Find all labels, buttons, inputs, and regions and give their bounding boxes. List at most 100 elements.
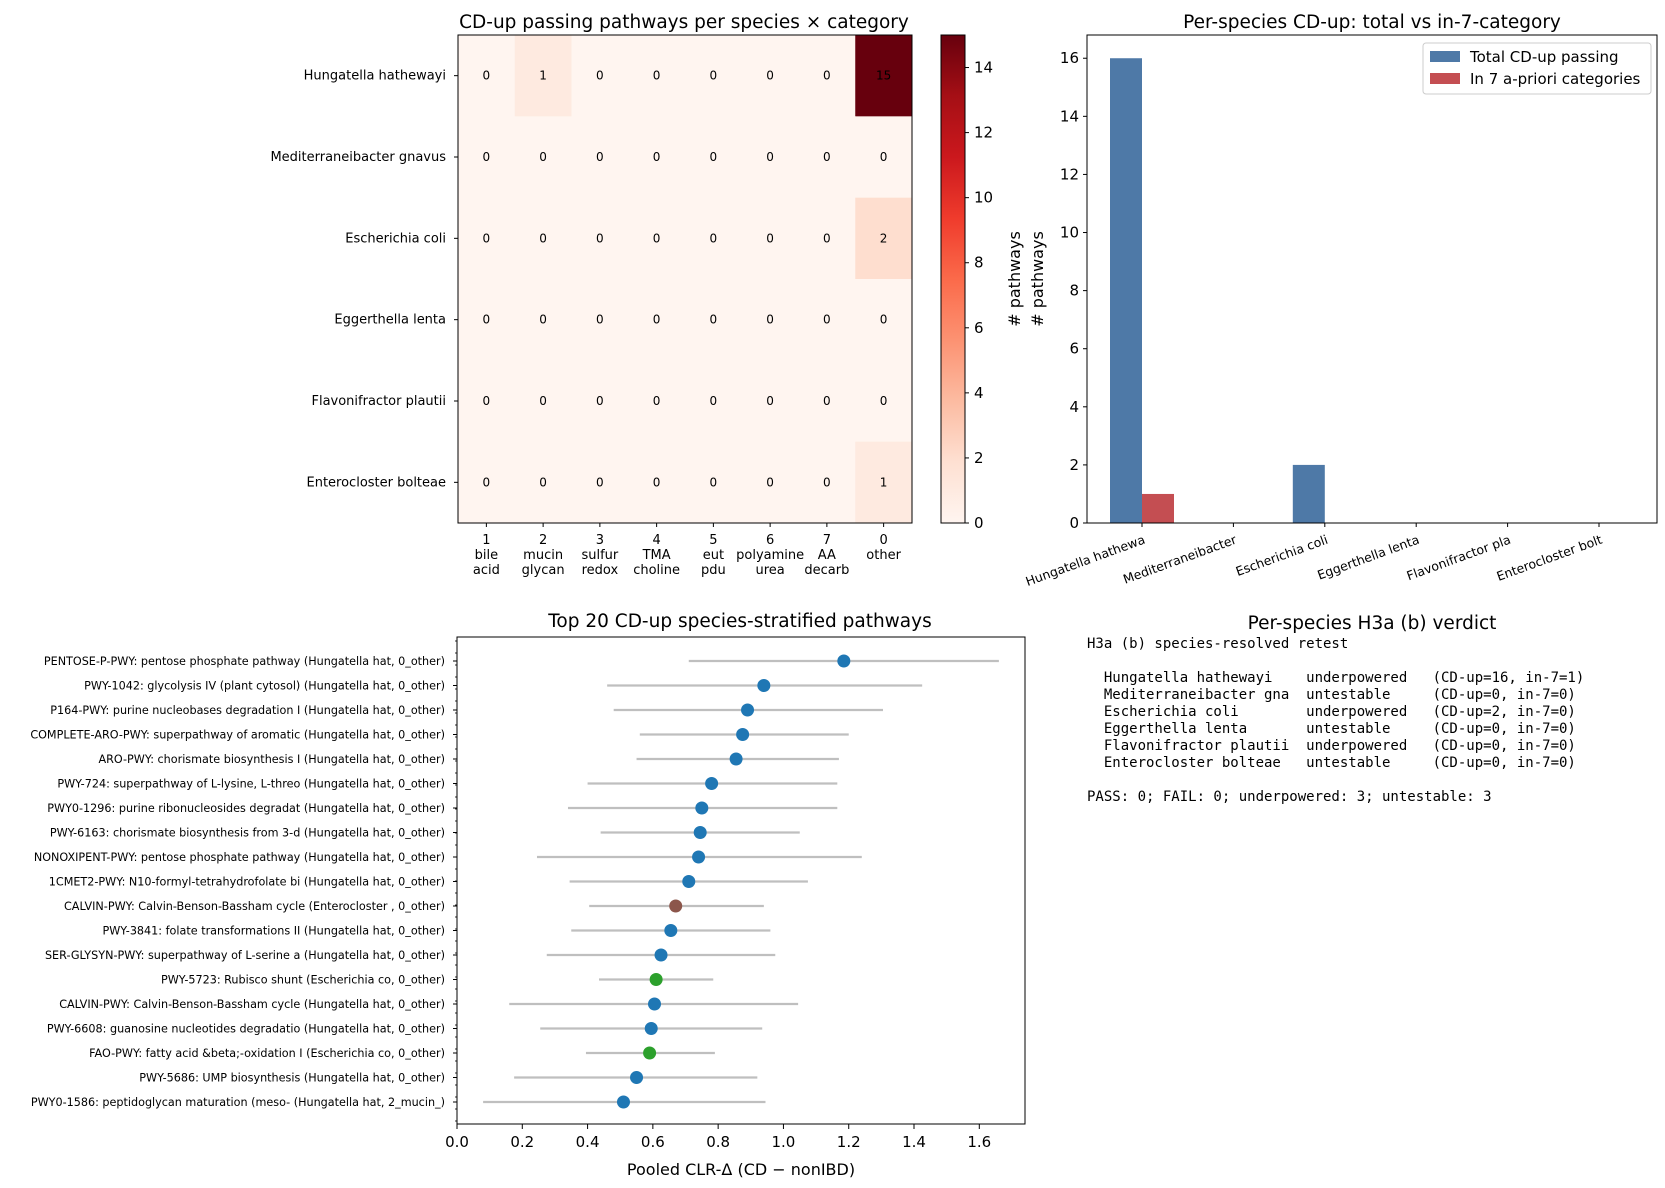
heatmap-col-label: glycan xyxy=(522,563,565,578)
heatmap-cell xyxy=(685,35,743,117)
heatmap-cell xyxy=(514,279,572,361)
forest-row-label: PWY-724: superpathway of L-lysine, L-thr… xyxy=(57,778,445,791)
heatmap-cell xyxy=(514,441,572,524)
heatmap-cell xyxy=(514,35,572,117)
heatmap-cell xyxy=(798,360,856,443)
heatmap-cell xyxy=(798,116,856,199)
forest-row-label: PWY-5723: Rubisco shunt (Escherichia co,… xyxy=(161,974,445,987)
heatmap-cell-value: 0 xyxy=(483,313,491,327)
heatmap-col-label: AA xyxy=(818,548,836,563)
heatmap-cell-value: 0 xyxy=(653,475,661,489)
effect-point xyxy=(616,1095,630,1109)
verdict-panel: Per-species H3a (b) verdict H3a (b) spec… xyxy=(1087,613,1584,805)
heatmap-cell xyxy=(798,197,856,280)
forest-row-labels: PENTOSE-P-PWY: pentose phosphate pathway… xyxy=(30,640,457,1122)
effect-point xyxy=(692,850,706,864)
heatmap-cell-value: 0 xyxy=(539,313,547,327)
heatmap-cell-value: 0 xyxy=(766,231,774,245)
heatmap-cell xyxy=(855,35,913,117)
heatmap-cell xyxy=(571,360,629,443)
heatmap-cell xyxy=(458,35,516,117)
verdict-line: Escherichia coli underpowered (CD-up=2, … xyxy=(1087,704,1576,720)
verdict-line: H3a (b) species-resolved retest xyxy=(1087,636,1348,652)
effect-point xyxy=(757,679,771,692)
bar-chart-title: Per-species CD-up: total vs in-7-categor… xyxy=(1183,12,1561,33)
forest-x-tick-label: 1.4 xyxy=(902,1133,926,1151)
heatmap-cell-value: 0 xyxy=(766,313,774,327)
bar-y-tick-label: 10 xyxy=(1060,224,1079,242)
forest-row-label: PWY-1042: glycolysis IV (plant cytosol) … xyxy=(84,680,445,693)
forest-title: Top 20 CD-up species-stratified pathways xyxy=(547,611,931,632)
heatmap-cell-value: 0 xyxy=(596,475,604,489)
effect-point xyxy=(705,777,719,790)
effect-point xyxy=(729,752,743,766)
heatmap-cell xyxy=(855,116,913,199)
heatmap-cell-value: 0 xyxy=(653,313,661,327)
heatmap-col-label: acid xyxy=(473,563,500,578)
heatmap-col-label: redox xyxy=(582,563,619,578)
heatmap-cell-value: 0 xyxy=(653,69,661,83)
bar-x-tick-label: Enterocloster bolt xyxy=(1495,532,1605,584)
heatmap-cell-value: 0 xyxy=(596,313,604,327)
heatmap-cell-value: 0 xyxy=(596,150,604,164)
bar-total xyxy=(1110,58,1142,523)
heatmap-cells: 0 1 0 0 0 0 0 15 0 0 0 0 0 0 0 0 0 0 0 0 0 0 0 2 0 0 0 0 0 0 0 0 0 0 0 0 0 0 0… xyxy=(458,35,913,524)
forest-row-label: PENTOSE-P-PWY: pentose phosphate pathway… xyxy=(44,655,445,668)
colorbar-tick-label: 10 xyxy=(974,189,993,207)
bar-y-tick-label: 12 xyxy=(1060,165,1079,183)
colorbar-tick-label: 0 xyxy=(974,514,984,532)
heatmap-cell-value: 0 xyxy=(823,394,831,408)
forest-row-label: PWY0-1586: peptidoglycan maturation (mes… xyxy=(31,1096,445,1109)
bar-y-tick-label: 14 xyxy=(1060,107,1079,125)
forest-plot-frame xyxy=(456,636,1026,1125)
heatmap-cell-value: 0 xyxy=(823,150,831,164)
colorbar-label: # pathways xyxy=(1005,231,1024,327)
bar-total xyxy=(1292,464,1325,523)
heatmap-cell-value: 0 xyxy=(483,475,491,489)
forest-row-label: CALVIN-PWY: Calvin-Benson-Bassham cycle … xyxy=(59,998,445,1011)
heatmap-cell-value: 0 xyxy=(539,394,547,408)
heatmap-cell-value: 0 xyxy=(710,69,718,83)
heatmap-cell-value: 1 xyxy=(539,69,547,83)
forest-x-tick-label: 1.0 xyxy=(772,1133,796,1151)
heatmap-cell-value: 0 xyxy=(710,313,718,327)
heatmap-col-label: 5 xyxy=(709,533,717,548)
legend-swatch-in7 xyxy=(1430,73,1460,84)
bar-legend: Total CD-up passing In 7 a-priori catego… xyxy=(1422,42,1652,95)
forest-panel: Top 20 CD-up species-stratified pathways… xyxy=(30,611,1026,1179)
heatmap-col-label: 3 xyxy=(596,533,604,548)
heatmap-col-label: TMA xyxy=(642,548,671,563)
effect-point xyxy=(630,1071,644,1084)
effect-point xyxy=(669,899,683,913)
verdict-line: Hungatella hathewayi underpowered (CD-up… xyxy=(1087,670,1584,686)
forest-row-label: 1CMET2-PWY: N10-formyl-tetrahydrofolate … xyxy=(49,876,445,889)
bar-x-tick-label: Escherichia coli xyxy=(1234,532,1330,579)
heatmap-cell-value: 0 xyxy=(483,394,491,408)
heatmap-col-label: 0 xyxy=(879,533,887,548)
heatmap-col-label: other xyxy=(866,548,901,563)
heatmap-cell xyxy=(685,441,743,524)
heatmap-cell-value: 0 xyxy=(539,475,547,489)
heatmap-row-labels: Hungatella hathewayi Mediterraneibacter g… xyxy=(270,69,458,490)
bar-y-tick-label: 16 xyxy=(1060,49,1079,67)
heatmap-cell xyxy=(741,35,799,117)
heatmap-cell xyxy=(458,197,516,280)
heatmap-cell-value: 0 xyxy=(539,150,547,164)
heatmap-cell xyxy=(628,279,686,361)
colorbar-tick-label: 4 xyxy=(974,384,984,402)
bar-y-ticks: 0 2 4 6 8 10 12 14 16 xyxy=(1060,49,1087,532)
heatmap-cell-value: 0 xyxy=(539,231,547,245)
effect-point xyxy=(682,875,696,888)
effect-point xyxy=(644,1022,658,1035)
forest-row-label: PWY-6608: guanosine nucleotides degradat… xyxy=(47,1023,445,1036)
heatmap-cell-value: 2 xyxy=(880,231,888,245)
heatmap-cell xyxy=(685,116,743,199)
heatmap-cell-value: 0 xyxy=(766,69,774,83)
heatmap-cell xyxy=(628,441,686,524)
forest-row-label: COMPLETE-ARO-PWY: superpathway of aromat… xyxy=(30,729,445,742)
heatmap-cell xyxy=(571,35,629,117)
forest-x-tick-label: 1.2 xyxy=(837,1133,861,1151)
heatmap-row-label: Hungatella hathewayi xyxy=(304,69,446,84)
heatmap-col-label: 2 xyxy=(539,533,547,548)
